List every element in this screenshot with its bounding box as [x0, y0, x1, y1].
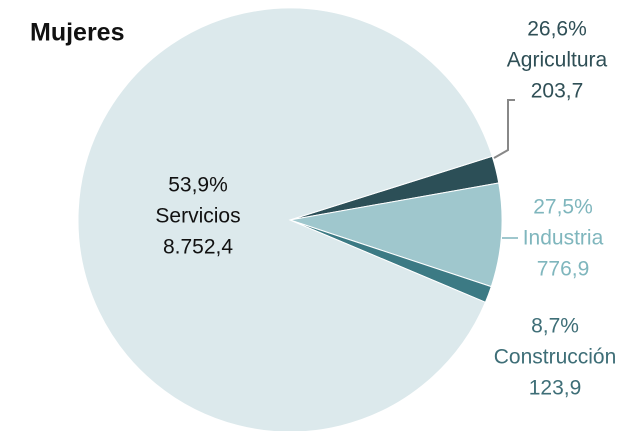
value-label: 123,9 [529, 377, 582, 400]
value-label: 8.752,4 [163, 236, 233, 259]
category-label: Agricultura [507, 49, 608, 72]
chart-title: Mujeres [30, 19, 124, 47]
percentage-label: 27,5% [533, 196, 593, 219]
category-label: Servicios [155, 205, 240, 228]
category-label: Construcción [494, 346, 617, 369]
pie-slice [77, 7, 493, 431]
leader-line [493, 99, 515, 159]
percentage-label: 26,6% [527, 18, 587, 41]
category-label: Industria [523, 227, 604, 250]
pie-slice [289, 182, 503, 288]
value-label: 776,9 [537, 258, 590, 281]
percentage-label: 8,7% [531, 315, 579, 338]
value-label: 203,7 [531, 80, 584, 103]
percentage-label: 53,9% [168, 174, 228, 197]
